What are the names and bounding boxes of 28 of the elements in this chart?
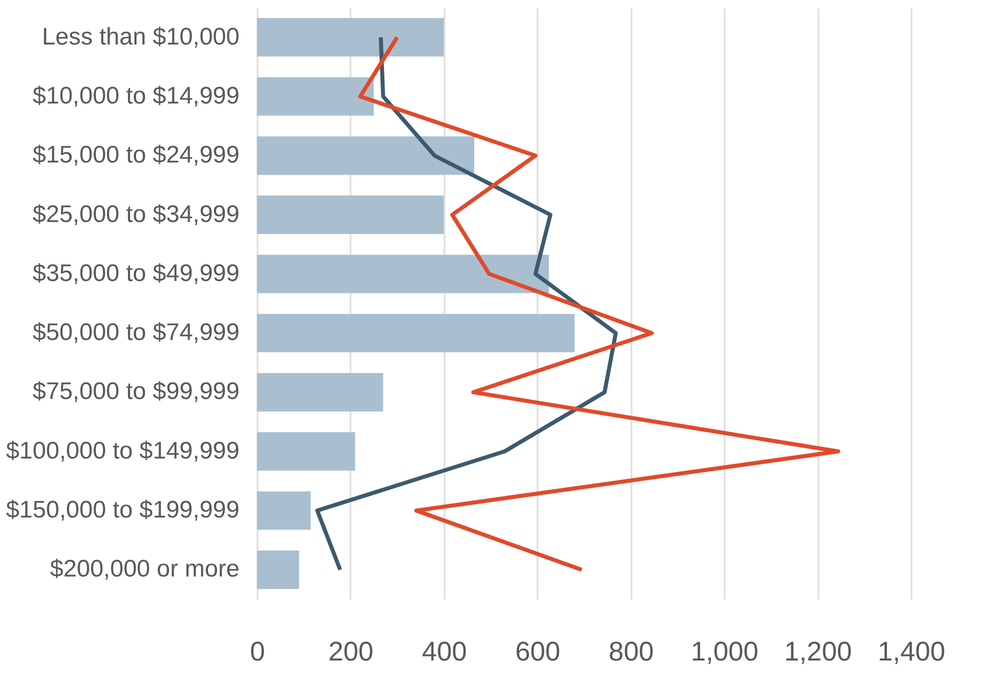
y-tick-label: $35,000 to $49,999	[32, 260, 240, 287]
bar	[257, 77, 374, 116]
y-tick-label: Less than $10,000	[42, 23, 240, 50]
bar	[257, 432, 356, 471]
bar	[257, 550, 300, 589]
bar	[257, 314, 575, 352]
bar	[257, 196, 444, 234]
x-tick-label: 200	[328, 636, 374, 666]
x-tick-label: 0	[250, 636, 266, 666]
y-tick-label: $100,000 to $149,999	[6, 437, 240, 464]
bar	[257, 18, 444, 57]
y-tick-label: $75,000 to $99,999	[32, 378, 240, 406]
bar	[257, 373, 384, 412]
x-tick-label: 1,400	[878, 636, 946, 666]
y-tick-label: $200,000 or more	[50, 556, 240, 583]
x-tick-label: 800	[608, 636, 654, 666]
x-tick-label: 1,000	[690, 636, 758, 666]
y-tick-label: $25,000 to $34,999	[32, 200, 240, 228]
x-tick-label: 400	[422, 636, 467, 666]
y-tick-label: $150,000 to $199,999	[6, 496, 240, 524]
bar	[257, 491, 311, 530]
y-tick-label: $15,000 to $24,999	[32, 142, 240, 169]
bar	[257, 254, 549, 294]
bar	[257, 136, 474, 175]
x-tick-label: 1,200	[784, 636, 852, 666]
y-tick-label: $50,000 to $74,999	[32, 319, 240, 346]
x-tick-label: 600	[515, 636, 560, 666]
y-tick-label: $10,000 to $14,999	[32, 82, 240, 110]
